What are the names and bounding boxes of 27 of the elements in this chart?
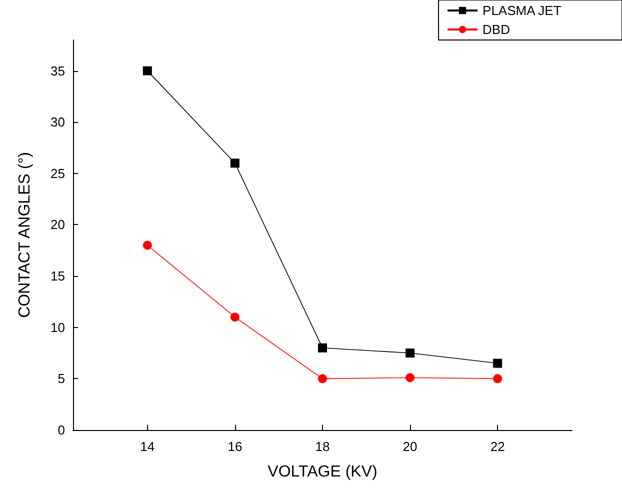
point [406,373,415,382]
point [406,348,415,358]
y-tick-label: 25 [50,166,65,181]
y-axis-title: CONTACT ANGLES (°) [16,152,34,318]
y-tick-label: 0 [58,422,65,438]
y-tick-label: 5 [58,371,65,386]
point [142,66,152,76]
x-tick-label: 18 [315,439,330,454]
y-tick-label: 15 [50,268,65,284]
point [230,158,240,168]
y-tick-label: 30 [50,114,65,130]
point [318,343,327,352]
y-tick-label: 10 [50,320,65,335]
point [493,358,502,368]
legend-label: DBD [482,22,510,37]
point [493,374,502,384]
x-axis-title: VOLTAGE (KV) [268,464,378,480]
y-tick-label: 20 [50,217,65,232]
x-tick-label: 16 [228,439,242,454]
point [230,312,240,322]
x-tick-label: 14 [140,439,155,454]
point [142,240,152,250]
legend-label: PLASMA JET [482,3,562,18]
point [318,374,327,384]
x-tick-label: 20 [402,439,418,454]
x-tick-label: 22 [490,439,505,454]
y-tick-label: 35 [50,63,65,78]
